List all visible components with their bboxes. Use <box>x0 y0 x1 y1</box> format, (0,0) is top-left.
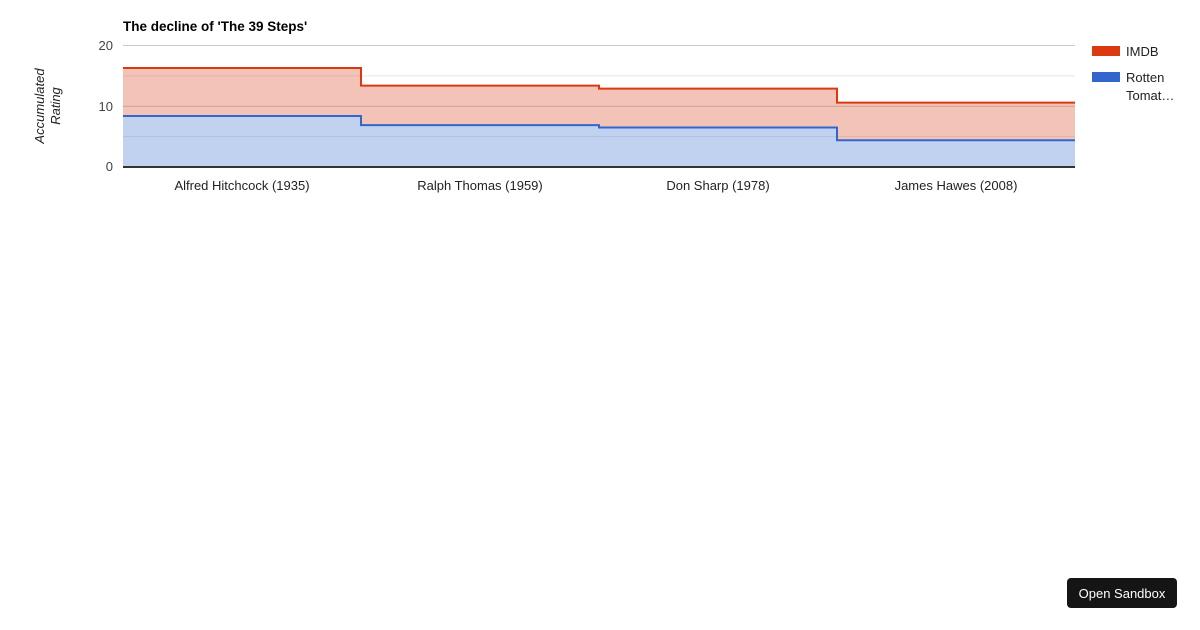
legend-item-imdb: IMDB <box>1092 43 1174 61</box>
y-tick-label-10: 10 <box>98 99 113 114</box>
y-tick-label-20: 20 <box>98 38 113 53</box>
legend-swatch-rotten-tomatoes-icon <box>1092 72 1120 82</box>
open-sandbox-button[interactable]: Open Sandbox <box>1067 578 1177 608</box>
x-axis-labels: Alfred Hitchcock (1935) Ralph Thomas (19… <box>123 178 1075 193</box>
y-tick-label-0: 0 <box>105 159 113 174</box>
x-tick-label: Don Sharp (1978) <box>666 178 770 193</box>
legend: IMDB Rotten Tomat… <box>1092 43 1174 113</box>
imdb-line <box>123 67 1075 104</box>
plot-area <box>123 45 1075 168</box>
x-tick-label: Alfred Hitchcock (1935) <box>174 178 310 193</box>
rotten-tomatoes-line <box>123 115 1075 142</box>
legend-label-imdb: IMDB <box>1126 44 1159 59</box>
legend-swatch-imdb-icon <box>1092 46 1120 56</box>
chart-title: The decline of 'The 39 Steps' <box>123 19 308 34</box>
x-tick-label: James Hawes (2008) <box>894 178 1018 193</box>
legend-item-rotten-tomatoes: Rotten Tomat… <box>1092 69 1174 105</box>
stepped-area-chart: The decline of 'The 39 Steps' Accumulate… <box>0 0 1200 220</box>
x-tick-label: Ralph Thomas (1959) <box>417 178 543 193</box>
legend-label-rotten-tomatoes: Rotten Tomat… <box>1126 70 1175 103</box>
